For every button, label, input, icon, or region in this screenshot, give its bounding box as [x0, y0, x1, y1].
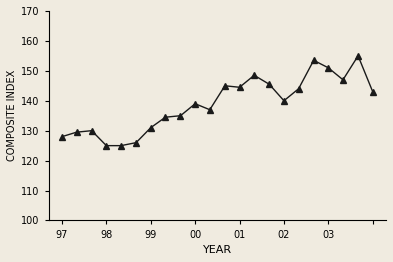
X-axis label: YEAR: YEAR [203, 245, 232, 255]
Y-axis label: COMPOSITE INDEX: COMPOSITE INDEX [7, 70, 17, 161]
